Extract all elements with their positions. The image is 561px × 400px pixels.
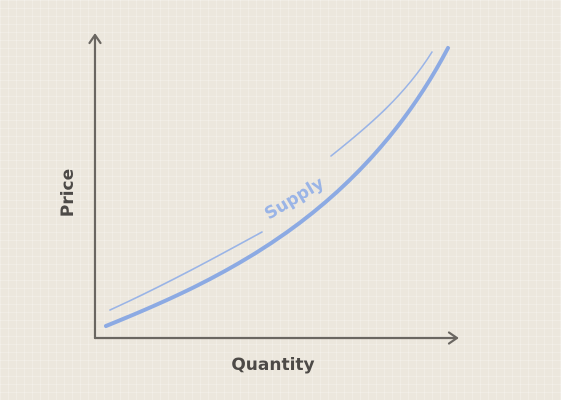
supply-curve-guide-upper <box>330 51 433 157</box>
supply-curves <box>104 46 450 328</box>
x-axis-arrowhead <box>447 331 459 345</box>
axes <box>88 33 459 345</box>
supply-curve-guide-lower <box>109 231 263 311</box>
x-axis-label: Quantity <box>231 355 314 375</box>
y-axis-label: Price <box>58 169 78 217</box>
supply-curve-main <box>104 46 450 328</box>
y-axis-arrowhead <box>88 33 102 45</box>
supply-curve-label: Supply <box>261 173 328 224</box>
